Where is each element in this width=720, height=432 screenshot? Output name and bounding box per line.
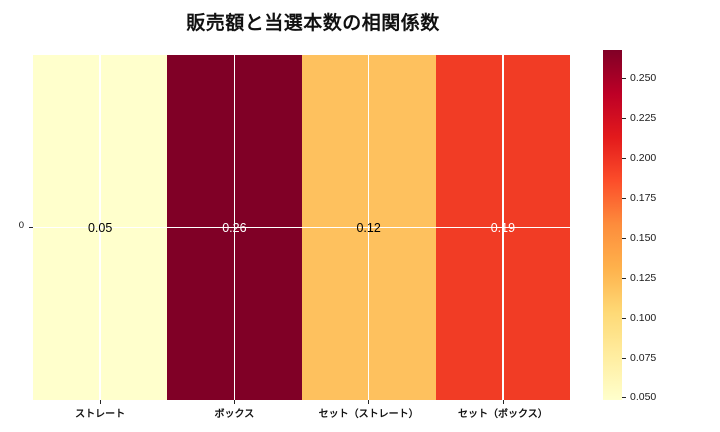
colorbar-tick-label: 0.225: [630, 112, 657, 124]
colorbar-tick-label: 0.250: [630, 72, 657, 84]
x-axis-label: セット（ストレート）: [318, 409, 419, 420]
x-axis-tick: [234, 400, 235, 404]
colorbar-tick-label: 0.075: [630, 352, 657, 364]
colorbar-tick-label: 0.200: [630, 152, 657, 164]
x-axis-tick: [100, 400, 101, 404]
colorbar-tick: [622, 158, 626, 159]
colorbar-tick: [622, 278, 626, 279]
x-axis-tick: [503, 400, 504, 404]
x-axis-tick: [368, 400, 369, 404]
cell-value: 0.12: [356, 220, 381, 235]
y-axis-tick: [29, 227, 33, 228]
x-axis-label: セット（ボックス）: [458, 409, 548, 420]
colorbar-tick-label: 0.125: [630, 272, 657, 284]
colorbar-tick-label: 0.150: [630, 232, 657, 244]
colorbar-tick: [622, 318, 626, 319]
colorbar-tick-label: 0.100: [630, 312, 657, 324]
cell-value: 0.05: [87, 220, 113, 235]
colorbar-tick: [622, 397, 626, 398]
colorbar-tick-label: 0.050: [630, 391, 657, 403]
colorbar-tick: [622, 118, 626, 119]
colorbar-tick-label: 0.175: [630, 192, 657, 204]
y-axis-label: 0: [18, 220, 24, 231]
colorbar-tick: [622, 78, 626, 79]
gridline-horizontal: [33, 226, 570, 229]
cell-value: 0.26: [222, 220, 247, 235]
colorbar: [603, 50, 622, 400]
cell-value: 0.19: [490, 220, 516, 235]
x-axis-labels: ストレート ボックス セット（ストレート） セット（ボックス）: [33, 405, 570, 420]
x-axis-label: ストレート: [75, 409, 126, 420]
colorbar-tick: [622, 198, 626, 199]
x-axis-label: ボックス: [214, 409, 255, 420]
heatmap-plot-area: 0.05 0.26 0.12 0.19: [33, 55, 570, 400]
colorbar-tick: [622, 238, 626, 239]
chart-title: 販売額と当選本数の相関係数: [186, 13, 440, 34]
colorbar-tick: [622, 358, 626, 359]
